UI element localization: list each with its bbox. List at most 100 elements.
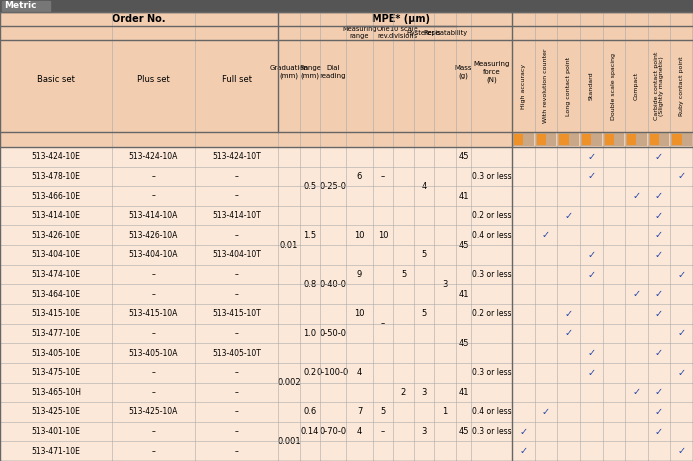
Text: ✓: ✓	[633, 289, 640, 299]
Text: ✓: ✓	[655, 230, 663, 240]
Text: 10 scale
divisions: 10 scale divisions	[389, 26, 418, 40]
Bar	[0, 304, 693, 324]
Text: ✓: ✓	[655, 309, 663, 319]
Text: ✓: ✓	[542, 407, 550, 417]
Text: 513-466-10E: 513-466-10E	[31, 192, 80, 201]
Text: 513-414-10E: 513-414-10E	[32, 211, 80, 220]
Text: ✓: ✓	[519, 446, 527, 456]
Text: Graduation
(mm): Graduation (mm)	[270, 65, 308, 79]
Text: 513-471-10E: 513-471-10E	[32, 447, 80, 455]
Text: 41: 41	[458, 388, 468, 397]
Text: –: –	[381, 427, 385, 436]
Text: 0.3 or less: 0.3 or less	[472, 172, 511, 181]
Text: 4: 4	[357, 368, 362, 377]
Text: 513-424-10E: 513-424-10E	[32, 152, 80, 161]
Text: 513-404-10T: 513-404-10T	[212, 250, 261, 260]
Text: ✓: ✓	[655, 152, 663, 162]
Bar	[626, 133, 647, 146]
Text: ✓: ✓	[655, 191, 663, 201]
Text: ✓: ✓	[587, 171, 595, 182]
Text: 10: 10	[354, 309, 365, 318]
Bar	[559, 134, 568, 145]
Text: –: –	[234, 408, 238, 416]
Text: 3: 3	[421, 388, 427, 397]
Bar	[2, 1, 50, 11]
Text: ✓: ✓	[519, 426, 527, 437]
Text: 513-475-10E: 513-475-10E	[31, 368, 80, 377]
Text: ✓: ✓	[655, 387, 663, 397]
Bar	[0, 26, 693, 40]
Text: ✓: ✓	[655, 250, 663, 260]
Text: 10: 10	[378, 231, 388, 240]
Text: ✓: ✓	[587, 152, 595, 162]
Text: Metric: Metric	[4, 1, 37, 11]
Text: –: –	[234, 172, 238, 181]
Text: Long contact point: Long contact point	[566, 56, 571, 116]
Text: 45: 45	[458, 427, 468, 436]
Text: 0.002: 0.002	[277, 378, 301, 387]
Text: –: –	[381, 172, 385, 181]
Text: ✓: ✓	[565, 309, 572, 319]
Text: 513-426-10A: 513-426-10A	[129, 231, 178, 240]
Text: ✓: ✓	[542, 230, 550, 240]
Text: ✓: ✓	[633, 387, 640, 397]
Text: –: –	[152, 290, 155, 299]
Text: ✓: ✓	[655, 211, 663, 221]
Text: 513-424-10T: 513-424-10T	[212, 152, 261, 161]
Text: 10: 10	[354, 231, 365, 240]
Text: 0.6: 0.6	[304, 408, 317, 416]
Text: 513-405-10E: 513-405-10E	[31, 349, 80, 358]
Text: 6: 6	[357, 172, 362, 181]
Text: ✓: ✓	[655, 348, 663, 358]
Bar	[604, 133, 624, 146]
Text: 45: 45	[458, 339, 468, 348]
Text: 0.14: 0.14	[301, 427, 319, 436]
Bar	[604, 134, 614, 145]
Text: 513-404-10A: 513-404-10A	[129, 250, 178, 260]
Text: 513-401-10E: 513-401-10E	[32, 427, 80, 436]
Text: 9: 9	[357, 270, 362, 279]
Text: 5: 5	[401, 270, 406, 279]
Text: 7: 7	[357, 408, 362, 416]
Text: Basic set: Basic set	[37, 75, 75, 83]
Bar	[0, 0, 693, 12]
Text: 0-70-0: 0-70-0	[319, 427, 346, 436]
Text: –: –	[234, 368, 238, 377]
Bar	[0, 284, 693, 304]
Text: ✓: ✓	[678, 270, 686, 279]
Bar	[0, 206, 693, 225]
Text: –: –	[152, 172, 155, 181]
Text: –: –	[234, 290, 238, 299]
Text: –: –	[152, 329, 155, 338]
Text: 5: 5	[421, 250, 427, 260]
Bar	[536, 133, 556, 146]
Text: ✓: ✓	[587, 250, 595, 260]
Bar	[0, 12, 693, 26]
Text: 513-405-10A: 513-405-10A	[129, 349, 178, 358]
Text: –: –	[234, 192, 238, 201]
Text: 1.0: 1.0	[304, 329, 317, 338]
Text: 3: 3	[421, 427, 427, 436]
Text: 513-465-10H: 513-465-10H	[31, 388, 81, 397]
Bar	[0, 166, 693, 186]
Text: 513-477-10E: 513-477-10E	[31, 329, 80, 338]
Bar	[0, 343, 693, 363]
Bar	[0, 186, 693, 206]
Text: 513-464-10E: 513-464-10E	[31, 290, 80, 299]
Text: –: –	[152, 447, 155, 455]
Text: –: –	[152, 427, 155, 436]
Bar	[0, 147, 693, 166]
Text: Double scale spacing: Double scale spacing	[611, 53, 616, 119]
Bar	[0, 225, 693, 245]
Text: 45: 45	[458, 152, 468, 161]
Bar	[0, 265, 693, 284]
Text: 513-414-10A: 513-414-10A	[129, 211, 178, 220]
Text: 0.3 or less: 0.3 or less	[472, 427, 511, 436]
Text: 3: 3	[442, 280, 448, 289]
Text: –: –	[234, 329, 238, 338]
Bar	[514, 134, 523, 145]
Text: –: –	[234, 388, 238, 397]
Bar	[0, 132, 693, 147]
Text: –: –	[234, 270, 238, 279]
Text: 513-405-10T: 513-405-10T	[212, 349, 261, 358]
